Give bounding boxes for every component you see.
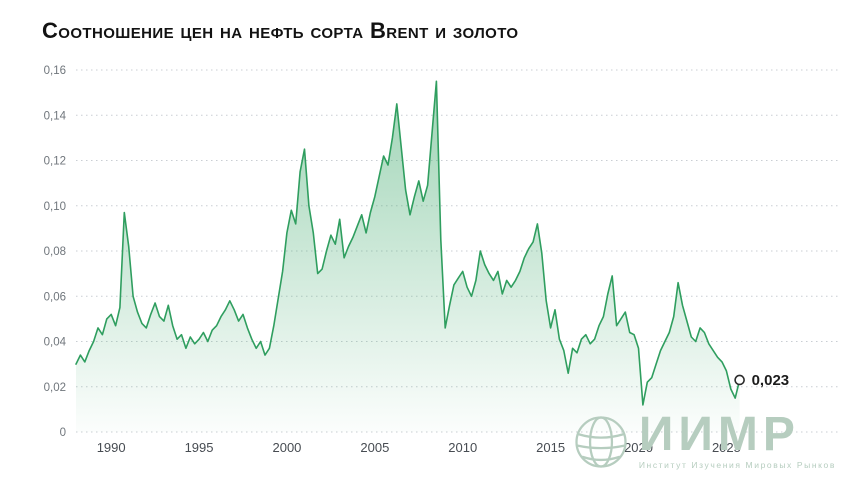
y-axis-tick-label: 0,08 [44, 246, 66, 258]
globe-icon [575, 415, 627, 468]
y-axis-tick-label: 0,02 [44, 382, 66, 394]
x-axis-tick-label: 2000 [272, 440, 301, 455]
x-axis-tick-label: 2020 [624, 440, 653, 455]
x-axis-tick-label: 2005 [360, 440, 389, 455]
ratio-line [75, 80, 741, 406]
y-axis-tick-label: 0,06 [44, 291, 66, 303]
iimr-watermark: ИИМР Институт Изучения Мировых Рынков [573, 408, 836, 470]
watermark-subtitle: Институт Изучения Мировых Рынков [638, 460, 836, 470]
x-axis-tick-label: 1990 [97, 440, 126, 455]
last-value-label: 0,023 [752, 372, 790, 389]
y-axis-tick-label: 0,12 [44, 156, 66, 168]
chart-title: Соотношение цен на нефть сорта Brent и з… [42, 18, 519, 43]
watermark-title: ИИМР [638, 408, 800, 461]
y-axis-tick-label: 0 [60, 427, 66, 439]
x-axis-tick-label: 2010 [448, 440, 477, 455]
y-axis-tick-label: 0,16 [44, 65, 66, 77]
x-axis-tick-label: 2015 [536, 440, 565, 455]
y-axis-tick-label: 0,14 [44, 110, 67, 122]
area-fill [76, 81, 740, 433]
x-axis-tick-label: 2025 [712, 440, 741, 455]
last-value-marker [734, 374, 745, 386]
y-axis-tick-label: 0,10 [44, 201, 66, 213]
x-axis-tick-label: 1995 [185, 440, 214, 455]
y-axis-tick-label: 0,04 [44, 337, 67, 349]
